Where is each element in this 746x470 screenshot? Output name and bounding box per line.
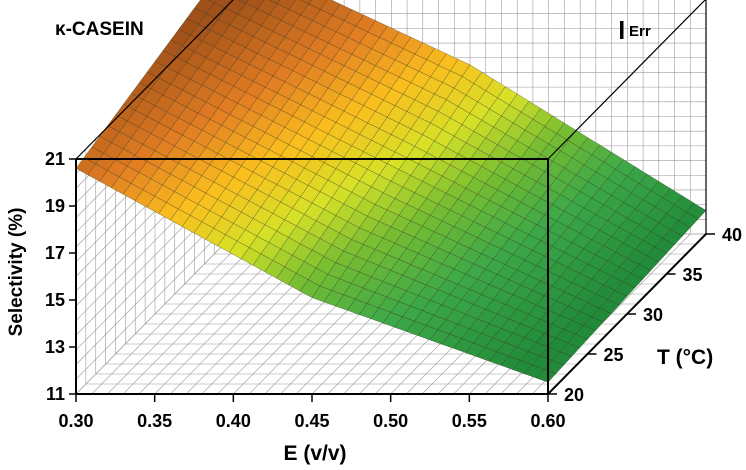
x-tick-label: 0.40 bbox=[216, 411, 251, 431]
z-tick-label: 15 bbox=[45, 290, 65, 310]
z-tick-label: 21 bbox=[45, 149, 65, 169]
legend-label: Err bbox=[629, 23, 651, 40]
x-tick-label: 0.35 bbox=[137, 411, 172, 431]
grid-line bbox=[75, 233, 235, 395]
right-top-edge bbox=[547, 0, 706, 160]
y-axis-label: T (°C) bbox=[657, 346, 713, 369]
z-tick-label: 13 bbox=[45, 337, 65, 357]
x-axis-label: E (v/v) bbox=[283, 442, 346, 465]
x-tick-label: 0.30 bbox=[58, 411, 93, 431]
x-tick-label: 0.50 bbox=[373, 411, 408, 431]
legend-swatch bbox=[620, 21, 624, 39]
grid-line bbox=[75, 219, 235, 380]
axis-ticks: 0.30 0.35 0.40 0.45 0.50 0.55 0.60 11 13 15 17 19 21… bbox=[45, 149, 742, 431]
z-tick-label: 11 bbox=[46, 384, 65, 404]
z-tick-label: 19 bbox=[45, 196, 65, 216]
response-surface bbox=[75, 0, 707, 383]
y-tick-label: 40 bbox=[722, 225, 742, 245]
chart-title: κ-CASEIN bbox=[55, 19, 144, 40]
box-frame bbox=[75, 0, 707, 395]
y-tick-label: 25 bbox=[604, 345, 624, 365]
y-tick-label: 35 bbox=[683, 265, 703, 285]
y-tick-label: 20 bbox=[564, 385, 584, 405]
left-top-edge bbox=[75, 0, 234, 160]
x-tick-label: 0.55 bbox=[452, 411, 487, 431]
x-tick-label: 0.60 bbox=[530, 411, 565, 431]
surface-patch bbox=[535, 369, 557, 383]
x-tick-label: 0.45 bbox=[294, 411, 329, 431]
y-tick-label: 30 bbox=[643, 305, 663, 325]
z-tick-label: 17 bbox=[45, 243, 65, 263]
z-axis-label: Selectivity (%) bbox=[6, 208, 27, 337]
